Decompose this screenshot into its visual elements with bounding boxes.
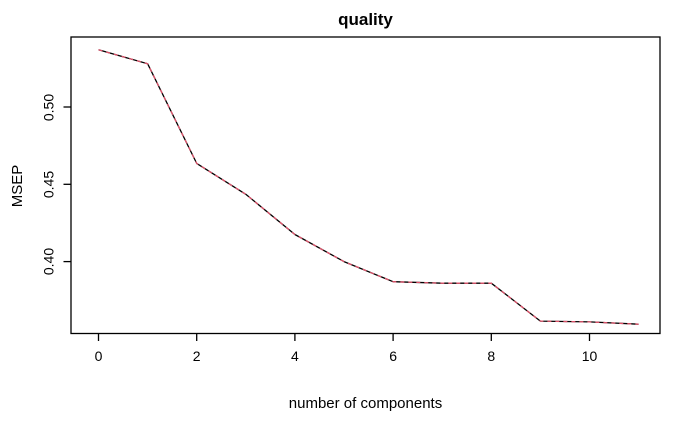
- y-tick-label: 0.50: [40, 93, 57, 121]
- y-tick-label: 0.45: [40, 170, 57, 198]
- cv-line: [98, 49, 639, 325]
- chart-title: quality: [338, 10, 393, 29]
- x-tick-label: 2: [192, 348, 201, 364]
- x-axis-ticks: [97, 333, 591, 341]
- y-tick-label: 0.40: [40, 247, 57, 276]
- x-tick-label: 0: [94, 348, 103, 364]
- x-axis-label: number of components: [288, 395, 443, 412]
- plot-box: [70, 36, 661, 335]
- y-axis-label: MSEP: [9, 164, 26, 208]
- x-tick-label: 8: [487, 348, 496, 364]
- adjcv-line: [98, 49, 639, 325]
- x-tick-label: 4: [290, 348, 299, 364]
- y-axis-ticks: [63, 106, 71, 263]
- x-tick-label: 6: [389, 348, 397, 364]
- x-tick-label: 10: [581, 348, 598, 364]
